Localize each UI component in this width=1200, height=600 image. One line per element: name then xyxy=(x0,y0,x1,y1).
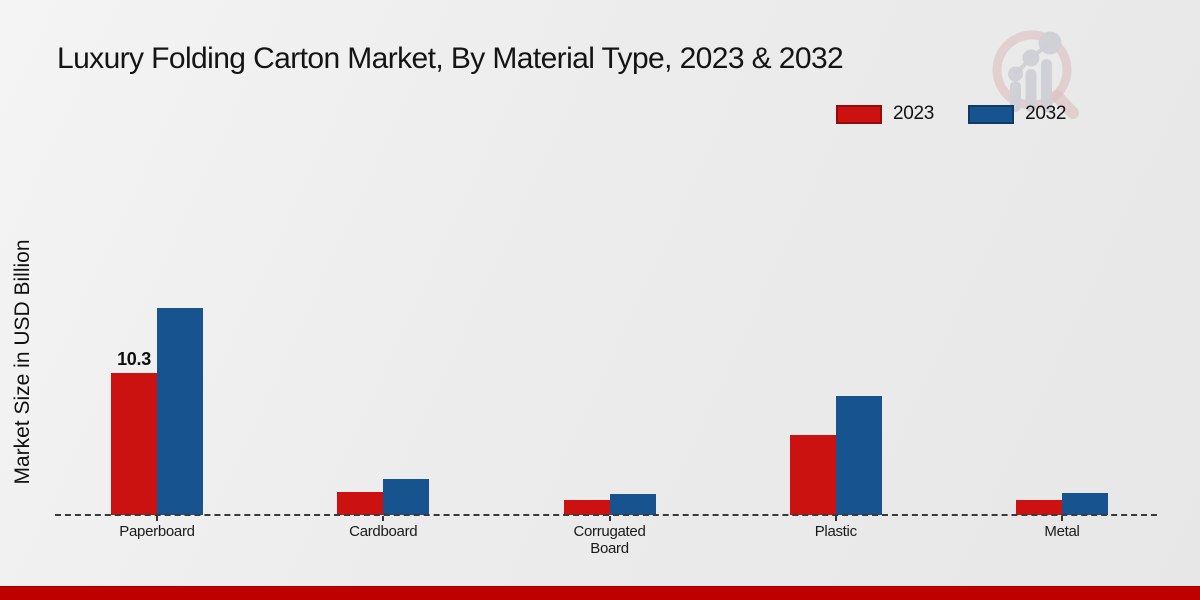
x-axis-baseline xyxy=(55,514,1157,516)
legend-item-2023: 2023 xyxy=(836,103,934,125)
data-label-2023-paperboard: 10.3 xyxy=(117,349,151,369)
legend-label-2023: 2023 xyxy=(893,103,935,124)
bar-2032-corrugated-board xyxy=(609,494,656,515)
legend-label-2032: 2032 xyxy=(1025,103,1067,124)
axis-tick-paperboard xyxy=(156,516,158,521)
bar-2023-corrugated-board xyxy=(563,500,610,515)
bar-2032-metal xyxy=(1062,493,1108,515)
legend-swatch-2023 xyxy=(836,104,882,124)
y-axis-label: Market Size in USD Billion xyxy=(11,239,34,485)
magnifier-bar-chart-logo-icon xyxy=(992,30,1079,119)
bar-2032-plastic xyxy=(835,396,882,515)
category-label-cardboard: Cardboard xyxy=(349,523,418,540)
chart-title: Luxury Folding Carton Market, By Materia… xyxy=(57,42,844,75)
axis-tick-plastic xyxy=(834,516,837,521)
legend: 2023 2032 xyxy=(836,103,1066,125)
bar-2023-plastic xyxy=(789,435,836,515)
legend-swatch-2032 xyxy=(968,104,1015,124)
bar-2023-metal xyxy=(1016,500,1062,515)
legend-item-2032: 2032 xyxy=(968,103,1066,125)
category-label-paperboard: Paperboard xyxy=(119,523,195,540)
plot-area: Paperboard 10.3 Cardboard Corrugated Board P… xyxy=(55,0,1157,557)
bar-2023-paperboard xyxy=(111,373,157,515)
axis-tick-corrugated-board xyxy=(608,516,611,521)
bar-2023-cardboard xyxy=(337,492,384,515)
category-label-plastic: Plastic xyxy=(814,523,857,540)
bar-2032-paperboard xyxy=(157,308,203,515)
category-label-metal: Metal xyxy=(1044,523,1080,540)
category-label-corrugated-board: Corrugated Board xyxy=(573,523,646,558)
axis-tick-metal xyxy=(1061,516,1063,521)
axis-tick-cardboard xyxy=(382,516,385,521)
bar-2032-cardboard xyxy=(383,479,430,515)
footer-accent-stripe xyxy=(0,586,1200,600)
